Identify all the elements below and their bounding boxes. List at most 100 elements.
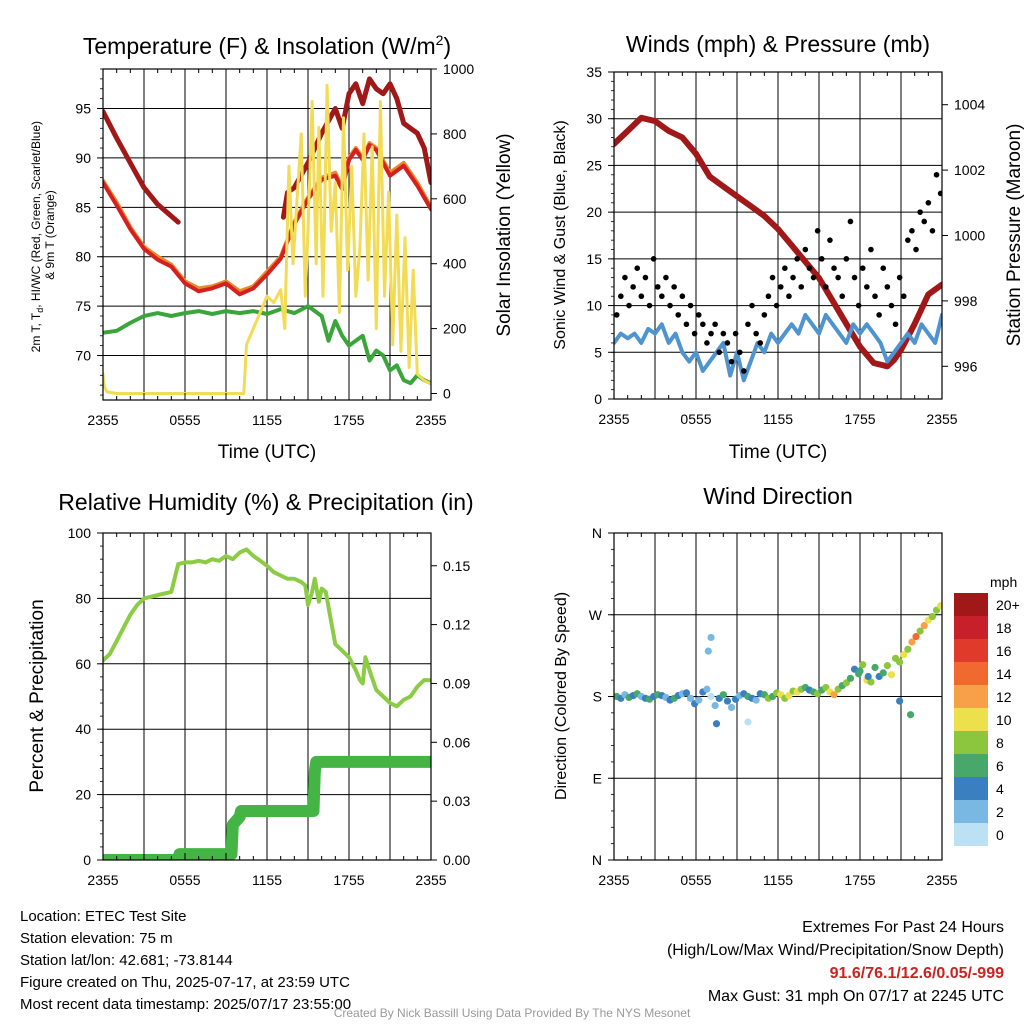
legend-label: 2 [996, 804, 1004, 820]
series-line [103, 304, 431, 386]
y-tick-label: 70 [75, 348, 91, 364]
gust-point [818, 256, 825, 262]
y-right-tick-label: 800 [443, 126, 467, 142]
legend-label: 4 [996, 781, 1004, 797]
y-tick-label: E [593, 770, 602, 786]
gust-point [794, 256, 800, 262]
gust-point [843, 256, 850, 262]
direction-point [879, 669, 887, 677]
series-line [103, 83, 431, 395]
humidity-panel: Relative Humidity (%) & Precipitation (i… [27, 489, 474, 888]
y-right-tick-label: 0 [443, 386, 451, 402]
direction-point [707, 692, 715, 701]
y-tick-label: S [593, 689, 602, 705]
legend-swatch [954, 639, 988, 662]
direction-point [906, 711, 915, 719]
gust-point [687, 302, 694, 309]
direction-point [920, 622, 928, 630]
direction-point [719, 691, 727, 699]
x-tick-label: 0555 [169, 872, 200, 888]
y-tick-label: 20 [75, 787, 91, 803]
y-tick-label: 85 [75, 199, 91, 215]
winds-series [614, 114, 942, 383]
legend-title: mph [990, 574, 1017, 590]
x-tick-label: 2355 [415, 412, 446, 428]
direction-point [896, 697, 904, 705]
gust-point [909, 228, 915, 234]
gust-point [683, 321, 690, 328]
footer-elevation: Station elevation: 75 m [20, 930, 173, 947]
gust-point [798, 284, 805, 290]
legend-swatch [954, 662, 988, 685]
gust-point [790, 274, 796, 281]
direction-point [871, 663, 879, 672]
y-tick-label: 75 [75, 298, 91, 314]
direction-point [916, 627, 924, 635]
humidity-ticks: 2355 0555 1155 1755 2355 0 20 40 60 80 100 0.00 0.03… [68, 525, 471, 888]
temperature-xlabel: Time (UTC) [218, 442, 317, 463]
gust-point [782, 265, 788, 272]
legend-label: 12 [996, 689, 1012, 705]
gust-point [761, 312, 768, 318]
direction-point [846, 674, 855, 682]
y-right-tick-label: 0.03 [443, 793, 470, 809]
gust-point [732, 330, 739, 337]
legend-label: 10 [996, 712, 1012, 728]
direction-point [904, 645, 912, 653]
gust-point [618, 293, 624, 300]
legend-label: 8 [996, 735, 1004, 751]
gust-point [753, 330, 759, 337]
temperature-ylabel: 2m T, Td, HI/WC (Red, Green, Scarlet/Blu… [29, 118, 57, 353]
gust-point [675, 312, 682, 318]
gust-point [814, 228, 821, 234]
gust-point [646, 302, 653, 309]
direction-point [830, 691, 838, 699]
y-right-tick-label: 0.06 [443, 734, 470, 750]
extremes-values: 91.6/76.1/12.6/0.05/-999 [829, 965, 1004, 982]
x-tick-label: 0555 [169, 412, 200, 428]
direction-point [867, 678, 875, 686]
gust-point [716, 349, 723, 356]
y-tick-label: 5 [594, 344, 602, 360]
legend-swatch [954, 731, 988, 754]
legend-swatch [954, 823, 988, 846]
legend-swatch [954, 616, 988, 639]
direction-point [682, 689, 691, 697]
series-line [103, 755, 431, 860]
y-right-tick-label: 200 [443, 321, 467, 337]
gust-point [749, 302, 755, 309]
y-right-tick-label: 1004 [954, 97, 985, 113]
extremes-title: Extremes For Past 24 Hours [802, 919, 1004, 936]
gust-point [905, 237, 911, 243]
gust-point [679, 293, 686, 300]
direction-series [614, 602, 942, 728]
legend-swatch [954, 708, 988, 731]
gust-point [736, 349, 743, 356]
legend-label: 0 [996, 827, 1004, 843]
footer-latlon: Station lat/lon: 42.681; -73.8144 [20, 952, 233, 969]
gust-point [708, 330, 714, 337]
y-tick-label: 0 [594, 391, 602, 407]
temperature-title: Temperature (F) & Insolation (W/m2) [83, 32, 451, 59]
gust-point [712, 321, 718, 328]
y-tick-label: 0 [83, 852, 91, 868]
y-right-tick-label: 996 [954, 358, 978, 374]
y-right-tick-label: 1000 [954, 228, 985, 244]
direction-point [695, 696, 703, 704]
gust-point [745, 321, 751, 328]
y-tick-label: N [592, 852, 602, 868]
y-tick-label: N [592, 525, 602, 541]
gust-point [704, 340, 710, 346]
x-tick-label: 1755 [333, 412, 364, 428]
gust-point [765, 293, 772, 300]
humidity-series [103, 547, 431, 860]
gust-point [724, 340, 731, 346]
pressure-ylabel: Station Pressure (Maroon) [1004, 124, 1024, 347]
y-tick-label: 80 [75, 249, 91, 265]
direction-point [744, 718, 752, 726]
gust-point [769, 274, 776, 281]
winds-title: Winds (mph) & Pressure (mb) [626, 31, 930, 57]
footer-created: Figure created on Thu, 2025-07-17, at 23… [20, 974, 350, 991]
y-tick-label: 90 [75, 150, 91, 166]
gust-point [900, 293, 907, 300]
